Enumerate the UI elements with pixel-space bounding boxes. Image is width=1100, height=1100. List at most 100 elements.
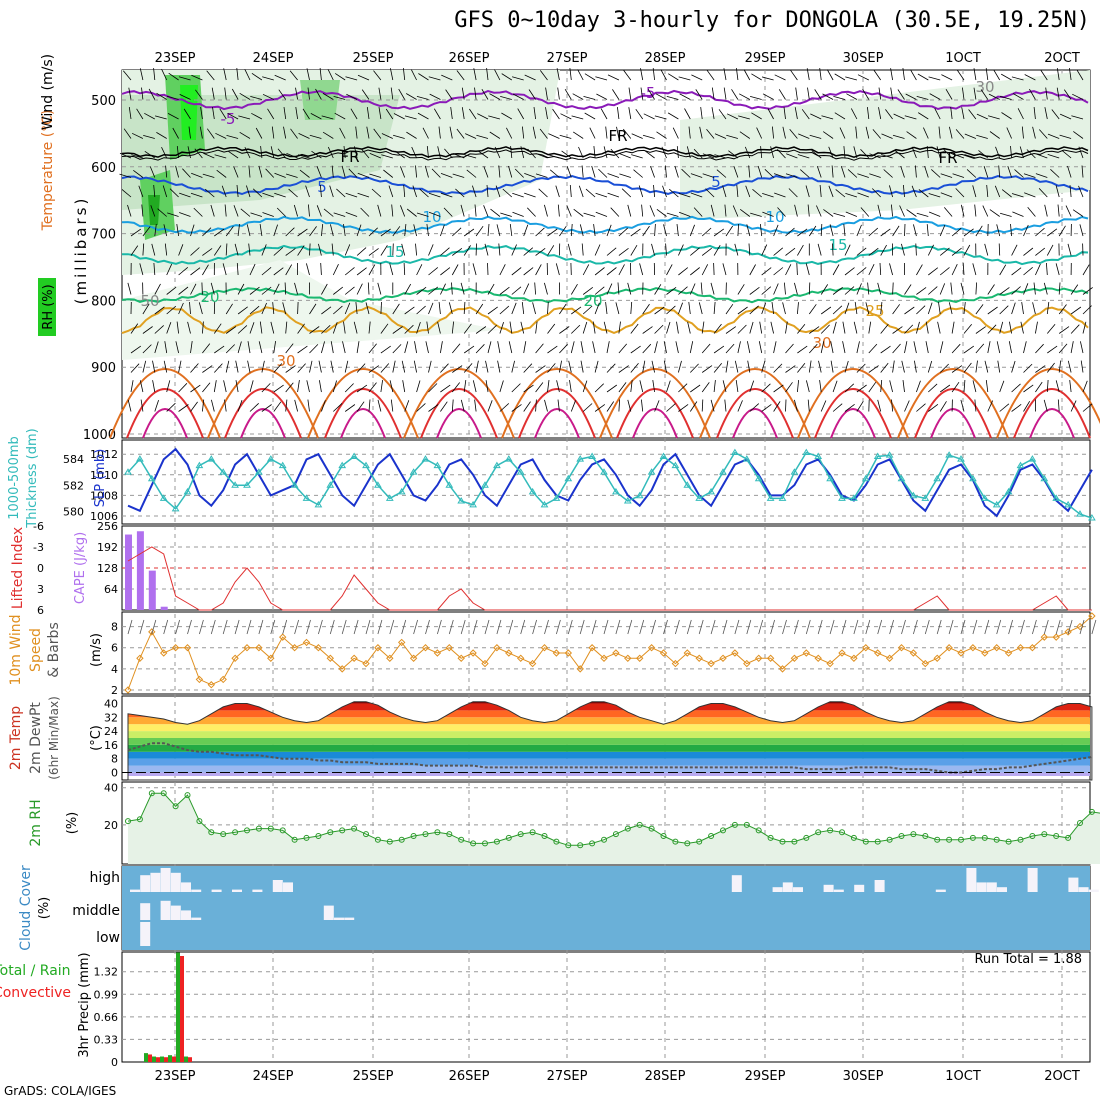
rh-shade-band bbox=[148, 195, 160, 225]
wind-barb bbox=[948, 302, 953, 315]
thickness-marker bbox=[433, 461, 442, 469]
wind-barb bbox=[400, 166, 406, 178]
wind-barb bbox=[701, 247, 712, 256]
wind-barb bbox=[378, 87, 382, 100]
wind-barb bbox=[1001, 189, 1012, 198]
wind-barb bbox=[578, 185, 584, 198]
wind-barb bbox=[666, 96, 679, 100]
wind-barb bbox=[330, 224, 334, 237]
wind-barb bbox=[426, 224, 429, 237]
cloud-bar bbox=[191, 917, 202, 920]
wind-barb bbox=[711, 107, 715, 120]
wind-barb bbox=[897, 89, 905, 100]
wind-barb bbox=[627, 282, 632, 295]
wind-barb bbox=[511, 383, 521, 393]
wind-barb bbox=[510, 146, 513, 159]
precip-tick-label: 0.99 bbox=[94, 988, 119, 1001]
wind-barb bbox=[151, 243, 156, 256]
wind-barb bbox=[654, 341, 658, 354]
wind-barb bbox=[179, 192, 191, 198]
wind10-marker bbox=[374, 644, 382, 652]
wind-barb bbox=[119, 173, 132, 178]
wind-barb bbox=[210, 204, 215, 217]
wind-barb bbox=[556, 380, 560, 393]
thickness-marker bbox=[826, 474, 834, 482]
wind-barb bbox=[560, 113, 572, 120]
wind10-barb bbox=[960, 619, 966, 635]
wind-barb bbox=[161, 147, 168, 159]
thickness-marker bbox=[790, 468, 799, 475]
wind-barb bbox=[142, 303, 150, 315]
wind-barb bbox=[569, 380, 572, 393]
wind10-barb bbox=[496, 619, 502, 635]
rh-marker bbox=[493, 838, 500, 845]
cape-tick-label: 192 bbox=[97, 541, 118, 554]
wind-barb bbox=[982, 205, 989, 217]
wind-barb bbox=[996, 341, 1001, 354]
wind-barb bbox=[1073, 131, 1084, 139]
cloud-bar bbox=[160, 868, 171, 892]
wind-barb bbox=[154, 399, 159, 412]
rh-marker bbox=[636, 821, 643, 828]
thickness-marker bbox=[992, 500, 1001, 508]
wind10-barb bbox=[282, 619, 288, 635]
wind-barb bbox=[1069, 380, 1072, 393]
rh-marker bbox=[743, 821, 750, 828]
wind-barb bbox=[1046, 379, 1049, 393]
contour-label: FR bbox=[938, 149, 957, 167]
wind-barb bbox=[178, 404, 189, 412]
wind-barb bbox=[868, 343, 878, 354]
wind-barb bbox=[225, 226, 234, 237]
wind-barb bbox=[762, 93, 774, 100]
wind-barb bbox=[987, 324, 997, 334]
wind-barb bbox=[814, 89, 822, 100]
wind-barb bbox=[356, 341, 360, 354]
wind-barb bbox=[739, 208, 751, 217]
wind-barb bbox=[368, 321, 371, 334]
wind-barb bbox=[842, 341, 846, 354]
wind-barb bbox=[440, 341, 443, 354]
temp-tick-label: 24 bbox=[104, 725, 118, 738]
wind-barb bbox=[773, 224, 779, 237]
wind-barb bbox=[951, 381, 960, 393]
date-label-top: 29SEP bbox=[745, 51, 786, 66]
wind-barb bbox=[535, 173, 548, 178]
slp-tick-label: 1006 bbox=[90, 510, 118, 523]
wind-barb bbox=[302, 108, 310, 120]
wind-barb bbox=[131, 132, 144, 139]
wind-barb bbox=[577, 69, 584, 81]
wind-barb bbox=[285, 399, 288, 412]
wind-barb bbox=[469, 108, 477, 120]
wind-barb bbox=[524, 192, 536, 198]
wind-barb bbox=[415, 243, 417, 256]
wind-barb bbox=[288, 188, 298, 198]
wind-barb bbox=[655, 93, 667, 100]
wind-barb bbox=[1032, 302, 1036, 315]
wind10-barb bbox=[603, 619, 609, 635]
wind10-barb bbox=[948, 619, 954, 635]
wind-barb bbox=[960, 399, 965, 412]
wind-barb bbox=[963, 362, 972, 373]
wind-barb bbox=[523, 224, 529, 237]
thickness-marker bbox=[183, 487, 192, 495]
wind-barb bbox=[248, 165, 251, 178]
wind-barb bbox=[355, 126, 358, 139]
wind-barb bbox=[829, 224, 834, 237]
wind10-tick-label: 8 bbox=[111, 621, 118, 634]
wind-barb bbox=[725, 343, 735, 354]
wind-barb bbox=[571, 306, 582, 315]
wind-barb bbox=[801, 109, 810, 120]
wind-barb bbox=[404, 341, 409, 354]
wind-barb bbox=[618, 264, 625, 276]
wind-barb bbox=[272, 302, 275, 315]
wind-barb bbox=[926, 224, 929, 237]
wind-barb bbox=[865, 302, 870, 315]
wind-barb bbox=[154, 341, 159, 354]
wind-barb bbox=[722, 263, 727, 276]
wind-barb bbox=[678, 404, 689, 412]
contour-35 bbox=[814, 388, 892, 439]
wind-barb bbox=[578, 146, 584, 159]
thickness-marker bbox=[731, 448, 739, 456]
rh-tick-label: 40 bbox=[104, 782, 118, 795]
wind-barb bbox=[939, 363, 949, 373]
